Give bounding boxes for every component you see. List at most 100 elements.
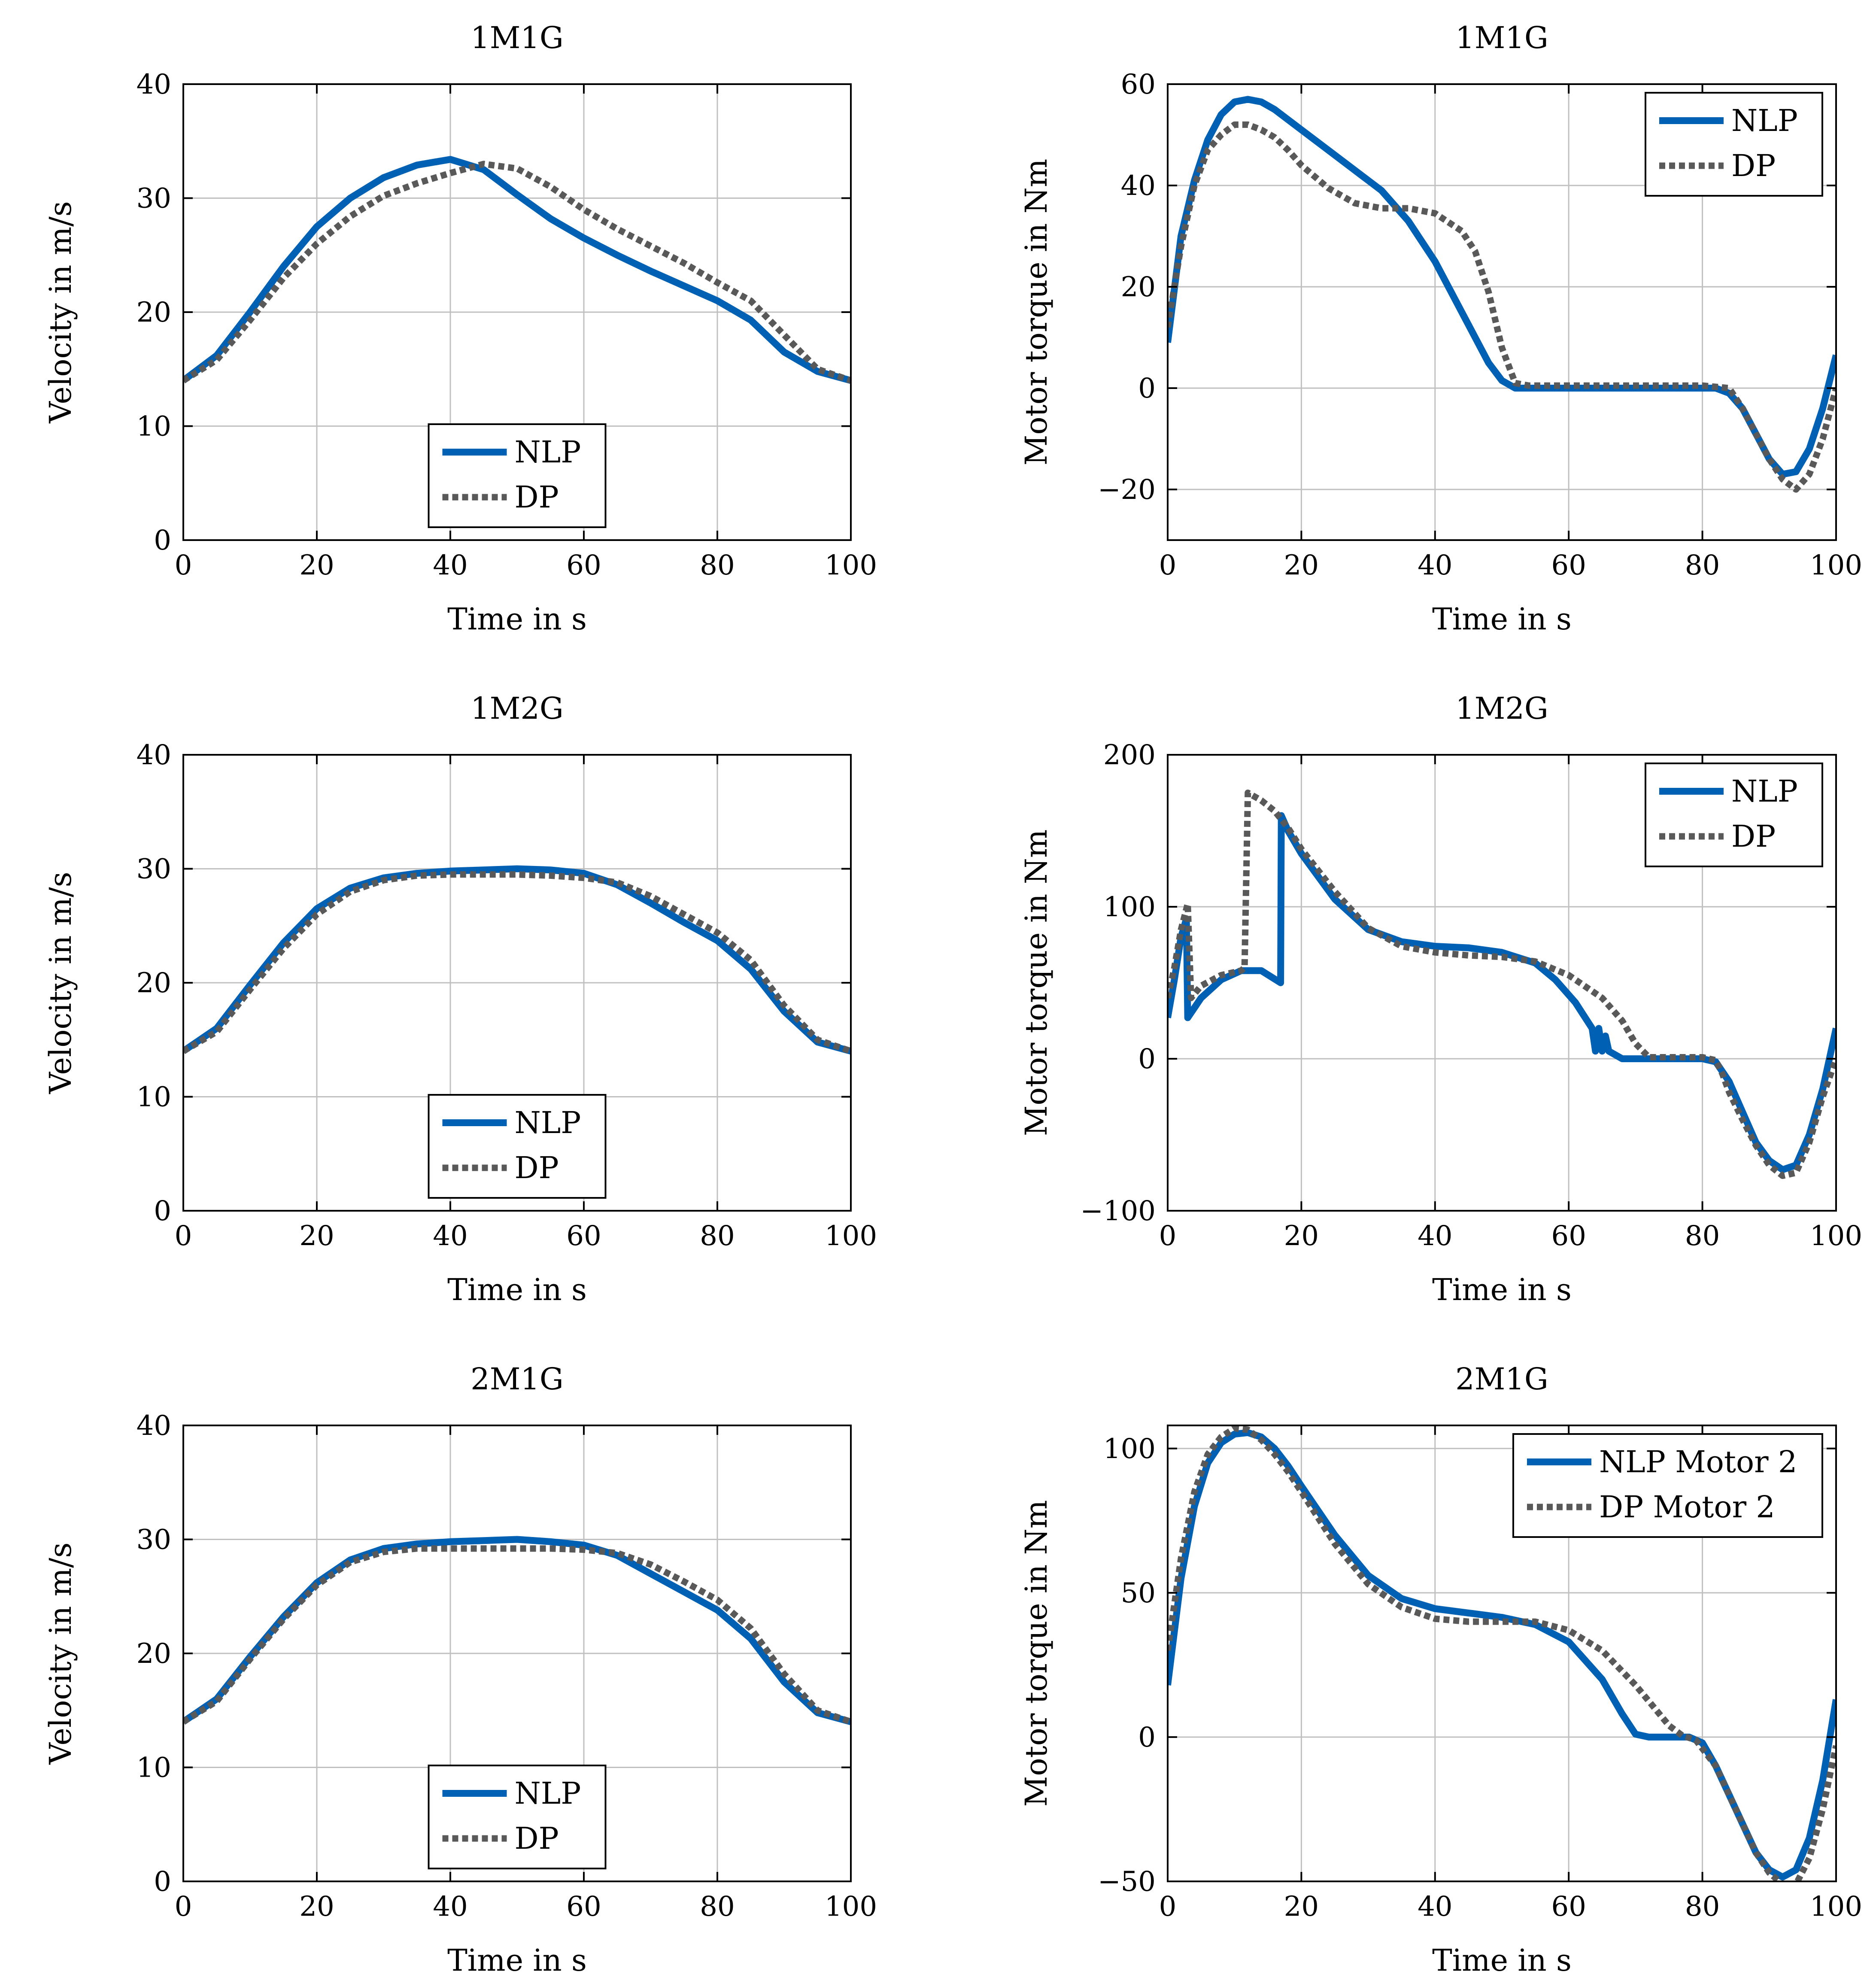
x-tick-label: 100 bbox=[1810, 1891, 1862, 1923]
x-tick-label: 40 bbox=[1418, 1891, 1452, 1923]
y-tick-label: 0 bbox=[1138, 373, 1156, 404]
x-tick-label: 80 bbox=[700, 1891, 735, 1923]
legend-label: NLP bbox=[1731, 103, 1798, 138]
series-line-dp bbox=[183, 161, 851, 384]
chart-panel-1: 0 20 40 60 80 100 0 10 20 30 40 1M1G Time in s Veloci… bbox=[43, 20, 877, 637]
x-tick-label: 20 bbox=[299, 550, 334, 581]
y-tick-label: 50 bbox=[1121, 1577, 1156, 1609]
x-tick-label: 80 bbox=[700, 550, 735, 581]
x-axis-label: Time in s bbox=[1432, 1272, 1572, 1307]
legend-box bbox=[428, 1094, 607, 1199]
chart-title: 1M2G bbox=[471, 691, 564, 726]
legend-box bbox=[428, 423, 607, 528]
x-tick-label: 20 bbox=[1284, 1220, 1319, 1252]
y-tick-label: 10 bbox=[137, 1752, 171, 1784]
x-tick-label: 80 bbox=[1685, 1891, 1720, 1923]
y-tick-label: −20 bbox=[1098, 474, 1156, 506]
y-tick-label: 0 bbox=[1138, 1722, 1156, 1753]
y-tick-label: −50 bbox=[1098, 1866, 1156, 1898]
legend-box bbox=[1645, 763, 1823, 867]
legend: NLP DP bbox=[428, 1094, 607, 1199]
chart-title: 2M1G bbox=[1455, 1361, 1548, 1397]
series-group bbox=[183, 156, 851, 384]
y-tick-label: 20 bbox=[137, 1638, 171, 1670]
y-axis-label: Motor torque in Nm bbox=[1019, 829, 1054, 1136]
y-axis-label: Motor torque in Nm bbox=[1019, 159, 1054, 465]
legend-label: NLP bbox=[1731, 774, 1798, 809]
legend-box bbox=[428, 1765, 607, 1869]
x-tick-label: 60 bbox=[566, 550, 601, 581]
y-tick-label: 20 bbox=[137, 967, 171, 999]
series-line-dp bbox=[1168, 790, 1836, 1179]
x-tick-label: 0 bbox=[1159, 1891, 1177, 1923]
y-tick-label: 30 bbox=[137, 183, 171, 215]
legend: NLP DP bbox=[1645, 763, 1823, 867]
y-tick-label: 40 bbox=[137, 739, 171, 771]
x-tick-label: 0 bbox=[175, 550, 192, 581]
y-tick-label: 200 bbox=[1103, 739, 1156, 771]
legend-label: NLP bbox=[515, 434, 581, 470]
series-line-dp bbox=[183, 1545, 851, 1725]
y-tick-label: 0 bbox=[1138, 1043, 1156, 1075]
legend: NLP Motor 2 DP Motor 2 bbox=[1512, 1433, 1823, 1538]
y-tick-label: 20 bbox=[1121, 271, 1156, 303]
y-tick-label: 0 bbox=[154, 525, 171, 556]
legend-label: NLP Motor 2 bbox=[1599, 1444, 1797, 1480]
y-tick-label: 100 bbox=[1103, 1433, 1156, 1465]
x-axis-label: Time in s bbox=[447, 602, 587, 637]
x-tick-label: 40 bbox=[1418, 1220, 1452, 1252]
x-tick-label: 20 bbox=[1284, 1891, 1319, 1923]
chart-panel-3: 0 20 40 60 80 100 0 10 20 30 40 1M2G Time in s Veloci… bbox=[43, 691, 877, 1307]
y-tick-label: 40 bbox=[137, 69, 171, 100]
x-tick-label: 60 bbox=[566, 1220, 601, 1252]
axes-frame bbox=[1167, 83, 1837, 541]
x-tick-label: 40 bbox=[433, 550, 467, 581]
y-tick-label: 0 bbox=[154, 1866, 171, 1898]
legend-label: NLP bbox=[515, 1776, 581, 1811]
chart-title: 1M1G bbox=[1455, 20, 1548, 55]
series-line-nlp bbox=[183, 156, 851, 384]
y-tick-label: 10 bbox=[137, 1082, 171, 1113]
y-tick-label: −100 bbox=[1080, 1195, 1156, 1227]
x-tick-label: 80 bbox=[1685, 550, 1720, 581]
legend-label: DP bbox=[1731, 819, 1776, 854]
series-line-dp-motor-2 bbox=[1168, 1425, 1836, 1881]
y-tick-label: 30 bbox=[137, 854, 171, 885]
legend-label: DP bbox=[515, 1821, 559, 1856]
axes-frame bbox=[1167, 1425, 1837, 1882]
x-tick-label: 100 bbox=[825, 550, 877, 581]
x-axis-label: Time in s bbox=[447, 1272, 587, 1307]
series-group bbox=[1168, 96, 1836, 493]
legend-box bbox=[1512, 1433, 1823, 1538]
y-axis-label: Velocity in m/s bbox=[43, 872, 78, 1094]
x-tick-label: 60 bbox=[1551, 550, 1586, 581]
series-line-dp bbox=[1168, 121, 1836, 493]
series-group bbox=[1168, 790, 1836, 1179]
y-tick-label: 100 bbox=[1103, 891, 1156, 923]
x-tick-label: 20 bbox=[1284, 550, 1319, 581]
x-tick-label: 20 bbox=[299, 1891, 334, 1923]
x-tick-label: 60 bbox=[1551, 1891, 1586, 1923]
series-group bbox=[183, 1536, 851, 1726]
x-tick-label: 100 bbox=[1810, 1220, 1862, 1252]
legend: NLP DP bbox=[428, 423, 607, 528]
y-tick-label: 20 bbox=[137, 297, 171, 328]
legend-label: NLP bbox=[515, 1105, 581, 1140]
x-axis-label: Time in s bbox=[1432, 1943, 1572, 1978]
series-group bbox=[183, 865, 851, 1055]
x-tick-label: 80 bbox=[1685, 1220, 1720, 1252]
series-group bbox=[1168, 1425, 1836, 1881]
y-tick-label: 10 bbox=[137, 411, 171, 443]
y-axis-label: Velocity in m/s bbox=[43, 1542, 78, 1765]
x-tick-label: 60 bbox=[1551, 1220, 1586, 1252]
axes-frame bbox=[1167, 754, 1837, 1212]
y-tick-label: 60 bbox=[1121, 69, 1156, 100]
chart-title: 1M1G bbox=[471, 20, 564, 55]
x-tick-label: 0 bbox=[1159, 1220, 1177, 1252]
x-tick-label: 0 bbox=[1159, 550, 1177, 581]
legend-label: DP bbox=[1731, 148, 1776, 183]
series-line-nlp bbox=[183, 865, 851, 1055]
x-tick-label: 80 bbox=[700, 1220, 735, 1252]
